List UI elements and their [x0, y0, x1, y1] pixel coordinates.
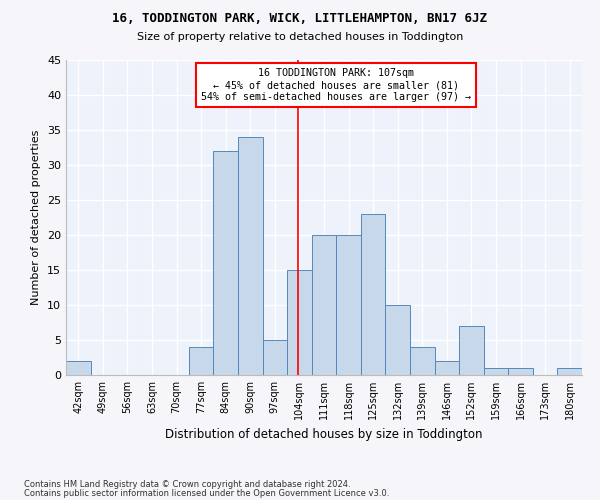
- Bar: [385, 305, 410, 375]
- X-axis label: Distribution of detached houses by size in Toddington: Distribution of detached houses by size …: [165, 428, 483, 440]
- Bar: [434, 361, 459, 375]
- Bar: [459, 326, 484, 375]
- Bar: [336, 235, 361, 375]
- Y-axis label: Number of detached properties: Number of detached properties: [31, 130, 41, 305]
- Bar: [557, 368, 582, 375]
- Bar: [238, 137, 263, 375]
- Bar: [508, 368, 533, 375]
- Text: Contains public sector information licensed under the Open Government Licence v3: Contains public sector information licen…: [24, 489, 389, 498]
- Text: Contains HM Land Registry data © Crown copyright and database right 2024.: Contains HM Land Registry data © Crown c…: [24, 480, 350, 489]
- Bar: [410, 347, 434, 375]
- Text: 16 TODDINGTON PARK: 107sqm
← 45% of detached houses are smaller (81)
54% of semi: 16 TODDINGTON PARK: 107sqm ← 45% of deta…: [201, 68, 471, 102]
- Bar: [189, 347, 214, 375]
- Bar: [287, 270, 312, 375]
- Bar: [484, 368, 508, 375]
- Text: Size of property relative to detached houses in Toddington: Size of property relative to detached ho…: [137, 32, 463, 42]
- Bar: [66, 361, 91, 375]
- Bar: [312, 235, 336, 375]
- Bar: [361, 214, 385, 375]
- Bar: [263, 340, 287, 375]
- Bar: [214, 151, 238, 375]
- Text: 16, TODDINGTON PARK, WICK, LITTLEHAMPTON, BN17 6JZ: 16, TODDINGTON PARK, WICK, LITTLEHAMPTON…: [113, 12, 487, 26]
